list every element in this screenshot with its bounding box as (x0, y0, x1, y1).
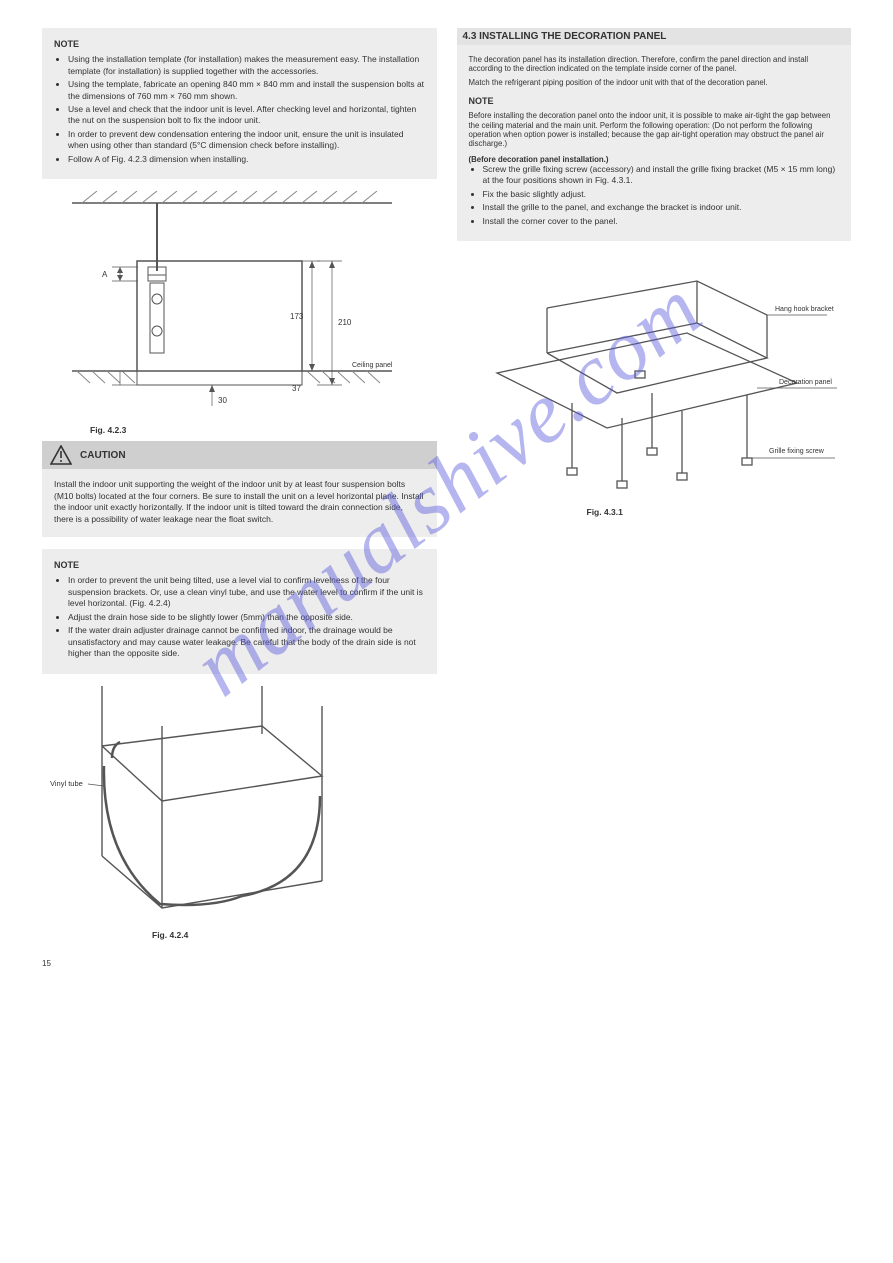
note2-list: In order to prevent the unit being tilte… (68, 575, 425, 659)
fig-424-svg: Vinyl tube (42, 686, 352, 926)
page: manualshive.com NOTE Using the installat… (0, 0, 893, 974)
note3-subitem: Screw the grille fixing screw (accessory… (483, 164, 840, 187)
decoration-panel-label: Decoration panel (779, 379, 832, 386)
note2-heading: NOTE (54, 559, 425, 571)
note3-heading: NOTE (469, 95, 840, 107)
note3-sublist: Screw the grille fixing screw (accessory… (483, 164, 840, 227)
hook-bracket-label: Hang hook bracket (775, 306, 834, 313)
note1-item: Follow A of Fig. 4.2.3 dimension when in… (68, 154, 425, 165)
right-column: 4.3 INSTALLING THE DECORATION PANEL The … (457, 28, 852, 946)
dim-173: 173 (290, 312, 304, 321)
note2-item: In order to prevent the unit being tilte… (68, 575, 425, 609)
note-box-1: NOTE Using the installation template (fo… (42, 28, 437, 179)
note1-item: Use a level and check that the indoor un… (68, 104, 425, 127)
note3-subitem: Fix the basic slightly adjust. (483, 189, 840, 200)
note-heading: NOTE (54, 38, 425, 50)
note1-item: In order to prevent dew condensation ent… (68, 129, 425, 152)
page-number: 15 (42, 959, 51, 968)
note2-item: Adjust the drain hose side to be slightl… (68, 612, 425, 623)
vinyl-tube-label: Vinyl tube (50, 779, 83, 788)
dim-37: 37 (292, 384, 301, 393)
grille-screw-label: Grille fixing screw (769, 448, 825, 455)
left-column: NOTE Using the installation template (fo… (42, 28, 437, 946)
note3-line: Before installing the decoration panel o… (469, 111, 840, 148)
caution-text: Install the indoor unit supporting the w… (54, 479, 423, 523)
fig-431-caption: Fig. 4.3.1 (587, 507, 852, 517)
figure-4-2-3: A 210 (42, 191, 437, 435)
figure-4-2-4: Vinyl tube Fig. 4.2.4 (42, 686, 437, 940)
note2-item: If the water drain adjuster drainage can… (68, 625, 425, 659)
fig-423-caption: Fig. 4.2.3 (90, 425, 437, 435)
dim-A-label: A (102, 270, 108, 279)
note3-line: Match the refrigerant piping position of… (469, 78, 840, 87)
note3-line: The decoration panel has its installatio… (469, 55, 840, 74)
ceiling-panel-label: Ceiling panel (352, 362, 393, 369)
note3-subheading: (Before decoration panel installation.) (469, 155, 840, 164)
section-4-3-title: 4.3 INSTALLING THE DECORATION PANEL (457, 28, 852, 45)
note1-list: Using the installation template (for ins… (68, 54, 425, 165)
fig-423-svg: A 210 (42, 191, 402, 421)
note3-subitem: Install the grille to the panel, and exc… (483, 202, 840, 213)
warning-icon (50, 445, 72, 465)
note1-item: Using the template, fabricate an opening… (68, 79, 425, 102)
note-box-2: NOTE In order to prevent the unit being … (42, 549, 437, 673)
caution-header: CAUTION (42, 441, 437, 469)
caution-body: Install the indoor unit supporting the w… (42, 469, 437, 537)
note3-subitem: Install the corner cover to the panel. (483, 216, 840, 227)
fig-431-svg: Hang hook bracket Decoration panel Grill… (457, 253, 857, 503)
caution-label: CAUTION (80, 450, 126, 461)
note1-item: Using the installation template (for ins… (68, 54, 425, 77)
two-column-layout: NOTE Using the installation template (fo… (42, 28, 851, 946)
note-box-3: The decoration panel has its installatio… (457, 45, 852, 241)
dim-210: 210 (338, 318, 352, 327)
figure-4-3-1: Hang hook bracket Decoration panel Grill… (457, 253, 852, 517)
dim-30: 30 (218, 396, 227, 405)
fig-424-caption: Fig. 4.2.4 (152, 930, 437, 940)
